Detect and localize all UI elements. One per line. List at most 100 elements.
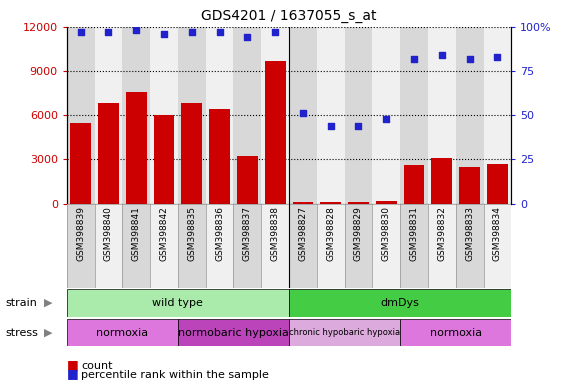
Bar [261, 27, 289, 204]
Bar [376, 200, 397, 204]
Text: ▶: ▶ [44, 298, 52, 308]
Bar [150, 27, 178, 204]
Bar [178, 27, 206, 204]
Bar [456, 27, 483, 204]
Point [326, 123, 335, 129]
Point [298, 110, 307, 116]
Point [159, 31, 168, 37]
Bar [67, 27, 95, 204]
Text: GSM398836: GSM398836 [215, 206, 224, 261]
Text: normobaric hypoxia: normobaric hypoxia [178, 328, 289, 338]
Bar [400, 319, 511, 346]
Bar [317, 204, 345, 288]
Text: ▶: ▶ [44, 328, 52, 338]
Bar [317, 27, 345, 204]
Bar [289, 289, 511, 317]
Bar [67, 289, 289, 317]
Text: GSM398837: GSM398837 [243, 206, 252, 261]
Bar [67, 319, 178, 346]
Point [410, 56, 419, 62]
Text: GSM398835: GSM398835 [187, 206, 196, 261]
Bar [428, 27, 456, 204]
Bar [372, 204, 400, 288]
Text: strain: strain [6, 298, 38, 308]
Text: dmDys: dmDys [381, 298, 419, 308]
Bar [432, 158, 452, 204]
Point [493, 54, 502, 60]
Text: ■: ■ [67, 358, 83, 371]
Bar [70, 122, 91, 204]
Text: GSM398842: GSM398842 [160, 206, 168, 261]
Bar [237, 156, 258, 204]
Bar [404, 165, 425, 204]
Bar [265, 61, 286, 204]
Text: GSM398839: GSM398839 [76, 206, 85, 261]
Bar [345, 27, 372, 204]
Bar [178, 319, 289, 346]
Bar [206, 204, 234, 288]
Text: normoxia: normoxia [430, 328, 482, 338]
Text: GSM398828: GSM398828 [326, 206, 335, 261]
Bar [98, 103, 119, 204]
Point [465, 56, 474, 62]
Bar [320, 202, 341, 204]
Bar [400, 204, 428, 288]
Bar [95, 204, 123, 288]
Bar [456, 204, 483, 288]
Bar [126, 92, 146, 204]
Text: GSM398832: GSM398832 [437, 206, 446, 261]
Point [243, 35, 252, 41]
Bar [289, 319, 400, 346]
Bar [95, 27, 123, 204]
Bar [348, 202, 369, 204]
Bar [153, 115, 174, 204]
Bar [150, 204, 178, 288]
Bar [372, 27, 400, 204]
Bar [289, 204, 317, 288]
Text: ■: ■ [67, 367, 83, 380]
Bar [181, 103, 202, 204]
Bar [261, 204, 289, 288]
Bar [234, 204, 261, 288]
Bar [292, 202, 313, 204]
Bar [483, 204, 511, 288]
Bar [400, 27, 428, 204]
Point [437, 52, 446, 58]
Bar [459, 167, 480, 204]
Text: GSM398831: GSM398831 [410, 206, 418, 261]
Bar [289, 27, 317, 204]
Text: wild type: wild type [152, 298, 203, 308]
Bar [67, 204, 95, 288]
Text: GSM398833: GSM398833 [465, 206, 474, 261]
Point [271, 29, 280, 35]
Point [132, 27, 141, 33]
Text: GSM398829: GSM398829 [354, 206, 363, 261]
Bar [483, 27, 511, 204]
Text: GSM398841: GSM398841 [132, 206, 141, 261]
Bar [123, 204, 150, 288]
Text: GSM398830: GSM398830 [382, 206, 391, 261]
Point [215, 29, 224, 35]
Bar [345, 204, 372, 288]
Point [382, 116, 391, 122]
Bar [428, 204, 456, 288]
Point [76, 29, 85, 35]
Bar [234, 27, 261, 204]
Bar [487, 164, 508, 204]
Text: chronic hypobaric hypoxia: chronic hypobaric hypoxia [289, 328, 400, 337]
Text: GSM398838: GSM398838 [271, 206, 279, 261]
Point [187, 29, 196, 35]
Bar [206, 27, 234, 204]
Text: count: count [81, 361, 113, 371]
Bar [123, 27, 150, 204]
Point [354, 123, 363, 129]
Point [104, 29, 113, 35]
Title: GDS4201 / 1637055_s_at: GDS4201 / 1637055_s_at [201, 9, 377, 23]
Text: GSM398834: GSM398834 [493, 206, 502, 261]
Bar [178, 204, 206, 288]
Text: stress: stress [6, 328, 39, 338]
Text: GSM398840: GSM398840 [104, 206, 113, 261]
Text: percentile rank within the sample: percentile rank within the sample [81, 370, 269, 380]
Bar [209, 109, 230, 204]
Text: normoxia: normoxia [96, 328, 148, 338]
